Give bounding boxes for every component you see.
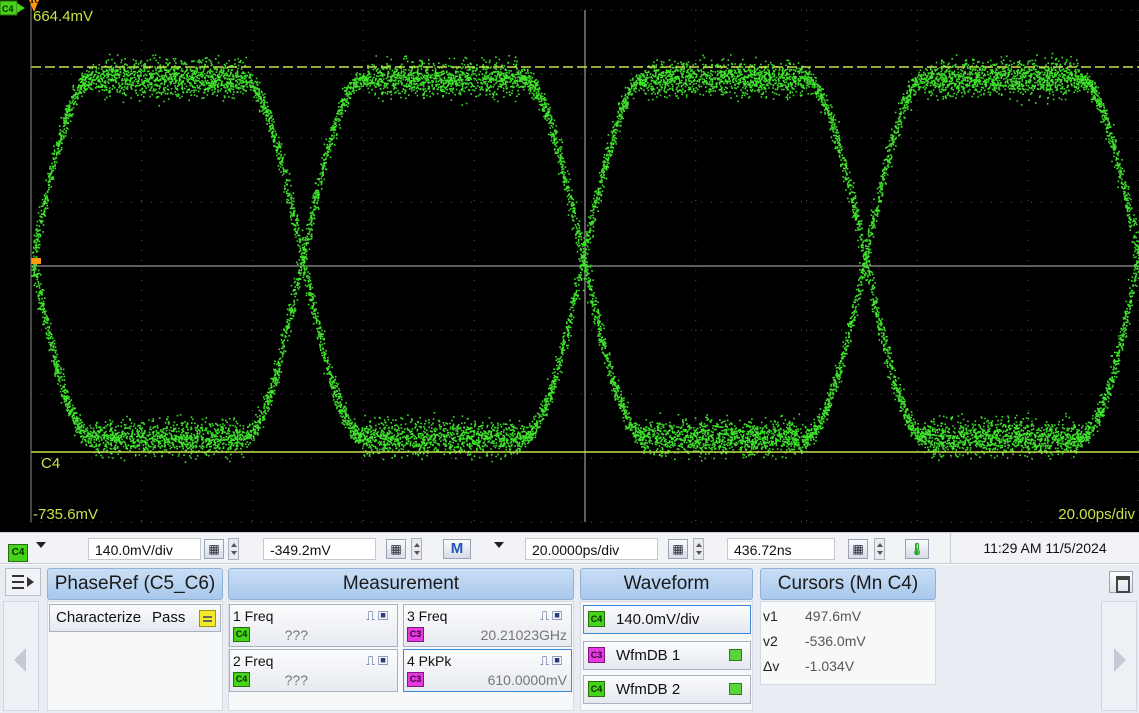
waveform-label: WfmDB 1 <box>616 647 681 664</box>
trigger-level-marker[interactable] <box>31 258 41 264</box>
timebase-field[interactable]: 20.0000ps/div <box>525 538 658 560</box>
timebase-spinner[interactable] <box>693 538 704 560</box>
trigger-position-marker[interactable] <box>29 0 39 12</box>
waveform-label: WfmDB 2 <box>616 681 681 698</box>
window-restore-icon[interactable] <box>1109 571 1133 593</box>
measurement-name: 4 PkPk <box>407 653 452 669</box>
cursor-key: Δv <box>763 658 780 674</box>
waveform-options-icon[interactable] <box>729 683 742 695</box>
control-panel: PhaseRef (C5_C6) Characterize Pass Measu… <box>0 565 1139 713</box>
calculator-icon[interactable]: ▦ <box>848 539 868 559</box>
channel-badge: C4 <box>588 681 605 697</box>
measurement-item-4[interactable]: 4 PkPk ⎍▣ C3 610.0000mV <box>403 649 572 692</box>
menu-icon[interactable] <box>5 568 41 596</box>
vertical-scale-field[interactable]: 140.0mV/div <box>88 538 201 560</box>
measurement-name: 1 Freq <box>233 608 274 624</box>
measurement-name: 2 Freq <box>233 653 274 669</box>
math-dropdown-chevron-icon[interactable] <box>494 542 504 548</box>
calculator-icon[interactable]: ▦ <box>204 539 224 559</box>
vertical-scale-spinner[interactable] <box>228 538 239 560</box>
cursor-value: -536.0mV <box>805 633 866 649</box>
characterize-label: Characterize <box>56 609 142 626</box>
waveform-display[interactable]: C4 664.4mV C4 -735.6mV 20.00ps/div log g… <box>0 0 1139 532</box>
waveform-label: 140.0mV/div <box>616 611 700 628</box>
cursor-row-delta: Δv -1.034V <box>763 654 934 679</box>
measurement-item-1[interactable]: 1 Freq ⎍▣ C4 ??? <box>229 604 398 647</box>
delay-field[interactable]: 436.72ns <box>727 538 835 560</box>
waveform-item-2[interactable]: C3 WfmDB 1 <box>583 641 751 670</box>
measurement-options-icon[interactable]: ⎍▣ <box>540 653 565 668</box>
channel-badge: C4 <box>233 672 250 687</box>
svg-text:C4: C4 <box>2 4 14 14</box>
channel-badge: C4 <box>8 544 28 562</box>
cursor-key: v2 <box>763 633 778 649</box>
cursors-header[interactable]: Cursors (Mn C4) <box>760 568 936 600</box>
measurement-value: 610.0000mV <box>487 672 567 688</box>
characterize-row[interactable]: Characterize Pass <box>49 604 221 632</box>
status-indicator-icon[interactable] <box>199 610 216 627</box>
cursor-row-v2: v2 -536.0mV <box>763 629 934 654</box>
channel-badge: C4 <box>233 627 250 642</box>
control-toolbar: C4 140.0mV/div ▦ -349.2mV ▦ M 20.0000ps/… <box>0 532 1139 564</box>
scroll-right-button[interactable] <box>1101 601 1137 711</box>
channel-badge: C3 <box>407 627 424 642</box>
channel-dropdown-chevron-icon[interactable] <box>36 542 46 548</box>
channel-trace-label: C4 <box>41 455 61 472</box>
reference-lines <box>30 3 1139 522</box>
offset-field[interactable]: -349.2mV <box>263 538 376 560</box>
measurement-value: ??? <box>284 672 308 688</box>
channel-badge: C3 <box>588 647 605 663</box>
channel-offset-marker[interactable]: C4 <box>0 0 26 16</box>
calculator-icon[interactable]: ▦ <box>386 539 406 559</box>
waveform-options-icon[interactable] <box>729 649 742 661</box>
eye-diagram-plot <box>30 3 1139 523</box>
cursor-key: v1 <box>763 608 778 624</box>
channel-badge: C4 <box>588 611 605 627</box>
cursors-body <box>760 601 936 685</box>
phaseref-header[interactable]: PhaseRef (C5_C6) <box>47 568 223 600</box>
delay-spinner[interactable] <box>874 538 885 560</box>
eye-diagram-samples <box>31 52 1139 463</box>
overlay-document-text: log generate a pulse or prototype cycle,… <box>30 0 1135 8</box>
scroll-left-button[interactable] <box>3 601 39 711</box>
channel-badge: C3 <box>407 672 424 687</box>
measurement-value: 20.21023GHz <box>480 627 567 643</box>
cursor-row-v1: v1 497.6mV <box>763 604 934 629</box>
cursor-value: -1.034V <box>805 658 855 674</box>
math-button[interactable]: M <box>443 539 471 559</box>
measurement-name: 3 Freq <box>407 608 448 624</box>
measurement-options-icon[interactable]: ⎍▣ <box>366 653 391 668</box>
measurement-options-icon[interactable]: ⎍▣ <box>366 608 391 623</box>
clock: 11:29 AM 11/5/2024 <box>950 533 1139 563</box>
thermometer-icon[interactable]: 🌡 <box>905 539 929 559</box>
measurement-item-2[interactable]: 2 Freq ⎍▣ C4 ??? <box>229 649 398 692</box>
measurement-options-icon[interactable]: ⎍▣ <box>540 608 565 623</box>
calculator-icon[interactable]: ▦ <box>668 539 688 559</box>
channel-select-badge[interactable]: C4 <box>8 539 28 562</box>
measurement-header[interactable]: Measurement <box>228 568 574 600</box>
top-voltage-label: 664.4mV <box>33 8 94 25</box>
waveform-item-1[interactable]: C4 140.0mV/div <box>583 605 751 634</box>
measurement-value: ??? <box>284 627 308 643</box>
offset-spinner[interactable] <box>411 538 422 560</box>
characterize-status: Pass <box>152 609 186 626</box>
waveform-item-3[interactable]: C4 WfmDB 2 <box>583 675 751 704</box>
waveform-header[interactable]: Waveform <box>580 568 753 600</box>
cursor-value: 497.6mV <box>805 608 862 624</box>
measurement-item-3[interactable]: 3 Freq ⎍▣ C3 20.21023GHz <box>403 604 572 647</box>
time-per-div-label: 20.00ps/div <box>1058 506 1135 523</box>
bottom-voltage-label: -735.6mV <box>33 506 99 523</box>
